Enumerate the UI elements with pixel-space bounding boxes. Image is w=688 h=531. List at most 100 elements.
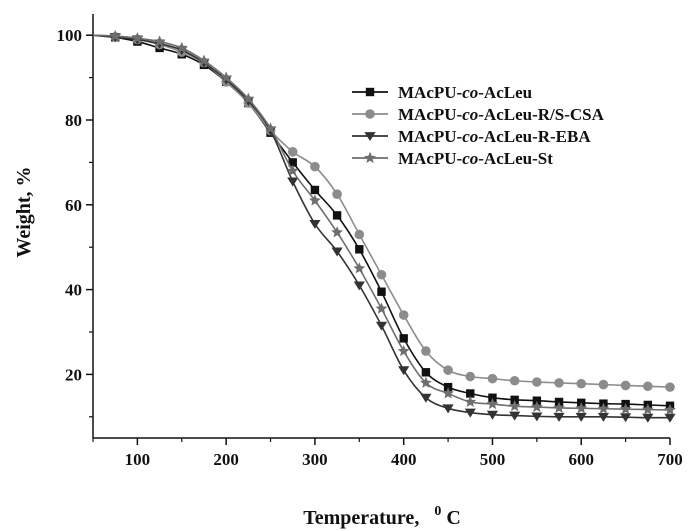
data-point [620,380,631,391]
data-point [510,395,519,405]
series-2 [92,32,675,392]
series-line [92,34,671,388]
x-tick-label: 600 [568,450,594,469]
x-tick-label: 500 [480,450,506,469]
data-point [641,403,654,415]
data-point [421,368,431,377]
data-point [309,219,321,229]
data-point [242,92,255,104]
legend-label-part: -AcLeu-St [478,149,553,168]
data-point [488,393,497,402]
legend-label-part: MAcPU- [398,105,463,124]
legend-item: MAcPU-co-AcLeu-R/S-CSA [352,105,605,124]
data-point [398,310,409,320]
data-point [419,376,432,388]
data-point [354,229,365,240]
data-point [310,161,320,172]
data-point [553,401,565,413]
data-point [575,412,587,422]
legend-label-part: MAcPU- [398,149,463,168]
data-point [332,211,342,220]
legend-label-part: -AcLeu [478,83,532,102]
data-point [643,381,653,392]
legend-label-part: -AcLeu-R-EBA [478,127,591,146]
data-point [288,158,297,167]
data-point [198,54,210,66]
data-point [597,412,610,422]
series-layer [92,29,676,423]
series-line [92,34,671,407]
legend-label: MAcPU-co-AcLeu [398,83,532,102]
data-point [532,396,542,405]
data-point [575,402,588,414]
legend-label: MAcPU-co-AcLeu-R-EBA [398,127,591,146]
x-axis-title: Temperature, 0 C [303,498,461,529]
legend-item: MAcPU-co-AcLeu-St [352,149,553,168]
data-point [443,365,453,375]
data-point [465,371,476,382]
legend-swatch-marker [365,87,375,97]
data-point [131,31,144,44]
y-axis-title: Weight, % [13,166,35,257]
data-point [375,321,388,331]
y-tick-label: 100 [57,26,83,45]
data-point [175,41,188,53]
data-point [376,269,387,280]
data-point [377,287,386,296]
data-point [264,122,277,134]
x-tick-label: 100 [125,450,151,469]
data-point [355,245,364,254]
data-point [530,400,543,413]
data-point [466,389,475,398]
data-point [310,185,320,195]
data-point [619,402,632,415]
data-point [509,411,521,421]
data-point [464,408,476,418]
legend-label: MAcPU-co-AcLeu-R/S-CSA [398,105,605,124]
data-point [332,189,342,199]
data-point [353,281,365,291]
x-axis-unit: C [446,507,460,529]
legend-item: MAcPU-co-AcLeu-R-EBA [352,127,591,146]
data-point [665,382,675,392]
data-point [597,402,610,414]
data-point [487,373,498,384]
data-point [532,377,542,387]
y-tick-label: 40 [65,281,82,300]
data-point [576,378,587,389]
data-point [620,413,632,423]
data-point [399,334,408,343]
data-point [398,366,410,376]
legend-label-part: co [462,83,478,102]
data-point [353,262,366,274]
data-point [397,344,410,357]
data-point [598,379,609,390]
data-point [287,177,299,187]
legend-swatch-marker [364,151,376,164]
legend-item: MAcPU-co-AcLeu [352,83,532,102]
x-axis-unit-sup: 0 [434,504,441,519]
data-point [554,378,564,388]
data-point [309,194,321,206]
legend: MAcPU-co-AcLeuMAcPU-co-AcLeu-R/S-CSAMAcP… [352,83,605,168]
data-point [375,302,388,314]
data-point [220,71,233,83]
legend-label-part: -AcLeu-R/S-CSA [478,105,604,124]
data-point [421,346,431,356]
legend-label-part: co [462,149,478,168]
data-point [531,412,543,422]
data-point [553,412,565,422]
y-tick-label: 60 [65,196,82,215]
data-point [331,226,344,238]
x-tick-label: 700 [657,450,683,469]
tick-layer: 100 200 300 400 500 600 700 20 40 60 80 100 [57,26,683,469]
legend-swatch-marker [364,132,376,142]
legend-label-part: MAcPU- [398,127,463,146]
data-point [486,397,499,410]
x-tick-label: 300 [302,450,328,469]
data-point [642,413,654,423]
data-point [509,375,520,386]
data-point [331,247,343,257]
legend-label: MAcPU-co-AcLeu-St [398,149,553,168]
